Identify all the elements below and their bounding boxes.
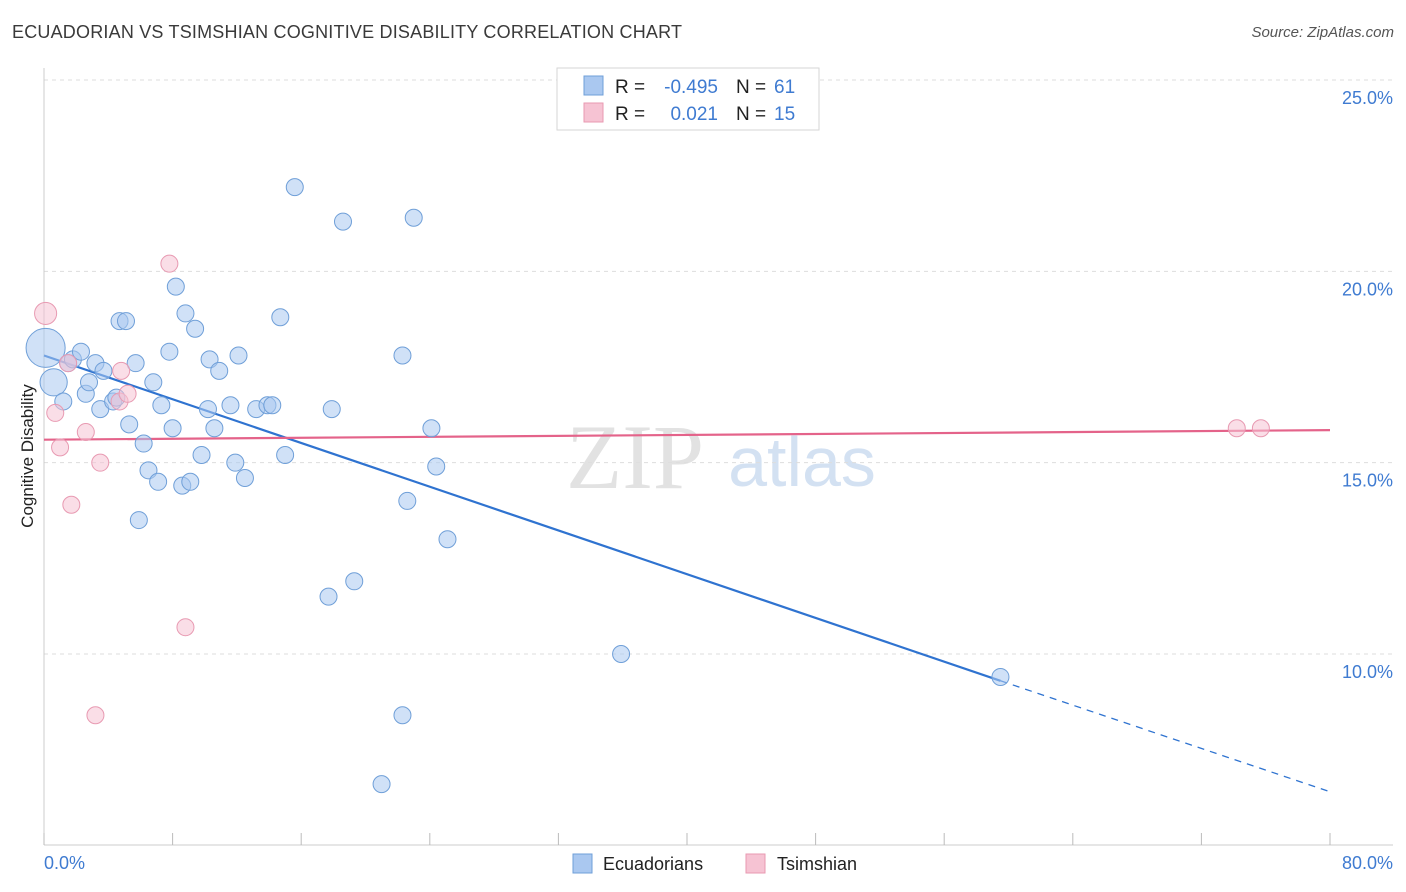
- tsimshian-point: [59, 354, 78, 373]
- ecuadorians-point: [612, 645, 631, 663]
- tsimshian-point: [1251, 419, 1270, 438]
- axes: [43, 68, 1393, 846]
- ecuadorians-point: [186, 319, 205, 338]
- tsimshian-point: [1227, 419, 1246, 438]
- ecuadorians-point: [235, 468, 254, 487]
- ecuadorians-point: [221, 396, 240, 415]
- ecuadorians-point: [205, 419, 224, 438]
- ecuadorians-point: [120, 415, 139, 434]
- y-tick-label: 15.0%: [1342, 471, 1393, 491]
- legend-swatch-tsimshian: [583, 102, 604, 123]
- legend-r-label-2: R =: [615, 104, 645, 125]
- tsimshian-point: [62, 495, 81, 514]
- grid-lines: [44, 79, 1393, 655]
- y-tick-labels: 10.0% 15.0% 20.0% 25.0%: [1342, 88, 1393, 682]
- bottom-legend-label-ecuadorians: Ecuadorians: [603, 854, 703, 874]
- legend-n-value-2: 15: [774, 104, 795, 125]
- ecuadorians-trend-extension: [1000, 680, 1331, 793]
- ecuadorians-point: [229, 346, 248, 365]
- series-legend: Ecuadorians Tsimshian: [572, 853, 857, 874]
- tsimshian-trend-line: [43, 429, 1331, 441]
- y-tick-label: 25.0%: [1342, 88, 1393, 108]
- ecuadorians-point: [210, 361, 229, 380]
- tsimshian-point: [176, 618, 195, 637]
- ecuadorians-point: [322, 400, 341, 419]
- stats-legend: R = -0.495 N = 61 R = 0.021 N = 15: [556, 67, 820, 131]
- tsimshian-point: [112, 361, 131, 380]
- data-points: [25, 178, 1270, 794]
- ecuadorians-point: [991, 667, 1010, 686]
- ecuadorians-point: [116, 312, 135, 331]
- ecuadorians-point: [139, 461, 158, 480]
- ecuadorians-point: [129, 511, 148, 530]
- ecuadorians-point: [126, 354, 145, 373]
- legend-r-label-1: R =: [615, 77, 645, 98]
- ecuadorians-point: [160, 342, 179, 361]
- ecuadorians-point: [285, 178, 304, 197]
- ecuadorians-point: [263, 396, 282, 415]
- x-tick-label-min: 0.0%: [44, 853, 85, 873]
- y-tick-label: 10.0%: [1342, 662, 1393, 682]
- legend-r-value-1: -0.495: [664, 77, 718, 98]
- ecuadorians-point: [149, 472, 168, 491]
- bottom-legend-swatch-ecuadorians: [572, 853, 593, 874]
- ecuadorians-point: [94, 361, 113, 380]
- ecuadorians-point: [422, 419, 441, 438]
- legend-n-label-1: N =: [736, 77, 766, 98]
- watermark-atlas: atlas: [728, 423, 876, 501]
- tsimshian-point: [34, 301, 58, 325]
- y-axis-label: Cognitive Disability: [18, 384, 37, 528]
- tsimshian-point: [76, 423, 95, 442]
- ecuadorians-point: [144, 373, 163, 392]
- tsimshian-point: [86, 706, 105, 725]
- ecuadorians-point: [80, 373, 99, 392]
- ecuadorians-point: [393, 346, 412, 365]
- legend-n-value-1: 61: [774, 77, 795, 98]
- ecuadorians-point: [404, 208, 423, 227]
- ecuadorians-point: [427, 457, 446, 476]
- bottom-legend-swatch-tsimshian: [745, 853, 766, 874]
- x-tick-label-max: 80.0%: [1342, 853, 1393, 873]
- ecuadorians-point: [192, 446, 211, 465]
- ecuadorians-point: [319, 587, 338, 606]
- chart-title: ECUADORIAN VS TSIMSHIAN COGNITIVE DISABI…: [12, 22, 683, 42]
- ecuadorians-point: [181, 472, 200, 491]
- bottom-legend-label-tsimshian: Tsimshian: [777, 854, 857, 874]
- ecuadorians-point: [276, 446, 295, 465]
- legend-swatch-ecuadorians: [583, 75, 604, 96]
- ecuadorians-point: [163, 419, 182, 438]
- tsimshian-point: [160, 254, 179, 273]
- legend-n-label-2: N =: [736, 104, 766, 125]
- tsimshian-point: [51, 438, 70, 457]
- ecuadorians-point: [271, 308, 290, 327]
- source-credit: Source: ZipAtlas.com: [1251, 24, 1394, 41]
- ecuadorians-point: [438, 530, 457, 549]
- ecuadorians-point: [39, 368, 68, 397]
- ecuadorians-point: [372, 775, 391, 794]
- ecuadorians-point: [25, 327, 66, 368]
- ecuadorians-point: [198, 400, 217, 419]
- ecuadorians-point: [176, 304, 195, 323]
- ecuadorians-point: [134, 434, 153, 453]
- ecuadorians-point: [152, 396, 171, 415]
- ecuadorians-point: [398, 491, 417, 510]
- ecuadorians-point: [333, 212, 352, 231]
- ecuadorians-point: [166, 277, 185, 296]
- y-tick-label: 20.0%: [1342, 279, 1393, 299]
- ecuadorians-point: [200, 350, 219, 369]
- tsimshian-point: [118, 384, 137, 403]
- ecuadorians-point: [345, 572, 364, 591]
- tsimshian-point: [46, 403, 65, 422]
- legend-r-value-2: 0.021: [670, 104, 718, 125]
- tsimshian-point: [91, 453, 110, 472]
- ecuadorians-point: [393, 706, 412, 725]
- ecuadorians-point: [226, 453, 245, 472]
- watermark-zip: ZIP: [566, 406, 704, 508]
- ecuadorians-point: [71, 342, 90, 361]
